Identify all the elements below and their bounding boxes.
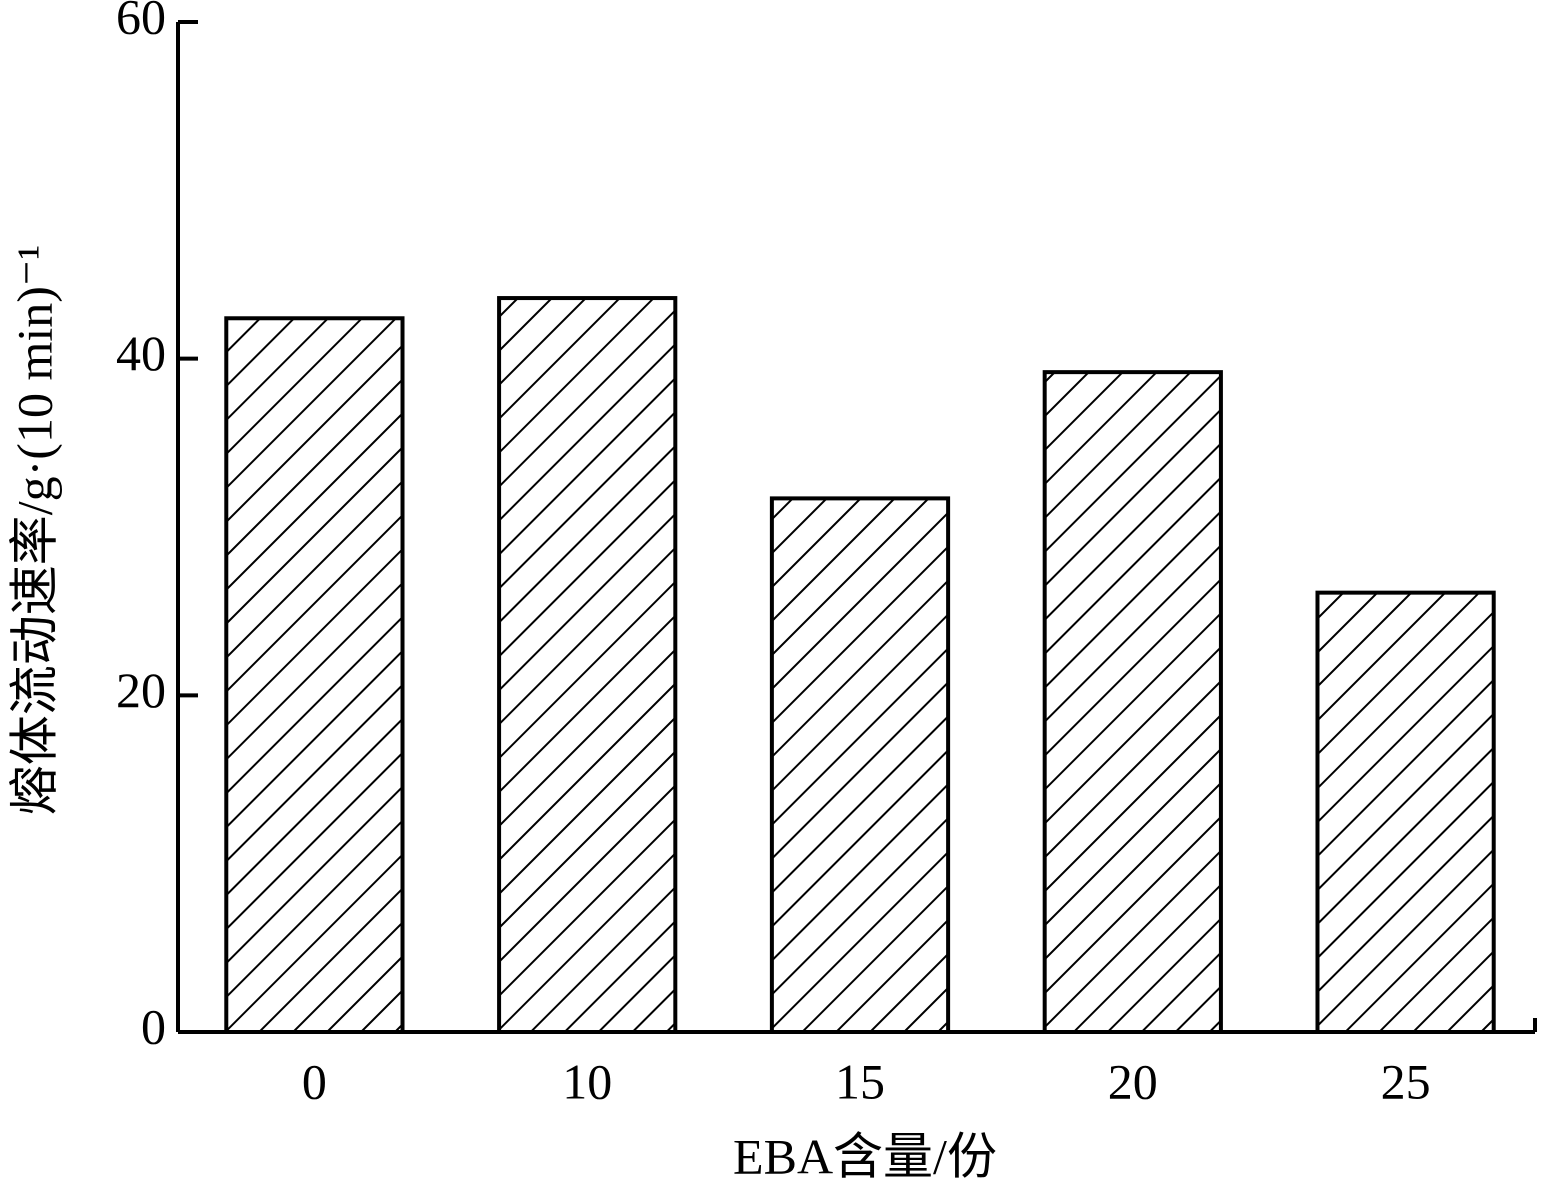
x-tick-label: 10 — [562, 1053, 612, 1109]
bar — [769, 496, 951, 1034]
bar — [1315, 590, 1496, 1035]
bar — [1042, 370, 1223, 1034]
y-tick-label: 40 — [116, 325, 166, 381]
x-tick-label: 15 — [835, 1053, 885, 1109]
bar — [497, 296, 678, 1035]
y-tick-label: 0 — [141, 998, 166, 1054]
x-tick-label: 20 — [1108, 1053, 1158, 1109]
x-tick-label: 25 — [1381, 1053, 1431, 1109]
x-tick-label: 0 — [302, 1053, 327, 1109]
x-axis-label: EBA含量/份 — [733, 1128, 997, 1184]
y-tick-label: 20 — [116, 662, 166, 718]
y-axis-label: 熔体流动速率/g·(10 min)⁻¹ — [6, 245, 62, 816]
y-tick-label: 60 — [116, 0, 166, 44]
bar — [224, 316, 405, 1034]
